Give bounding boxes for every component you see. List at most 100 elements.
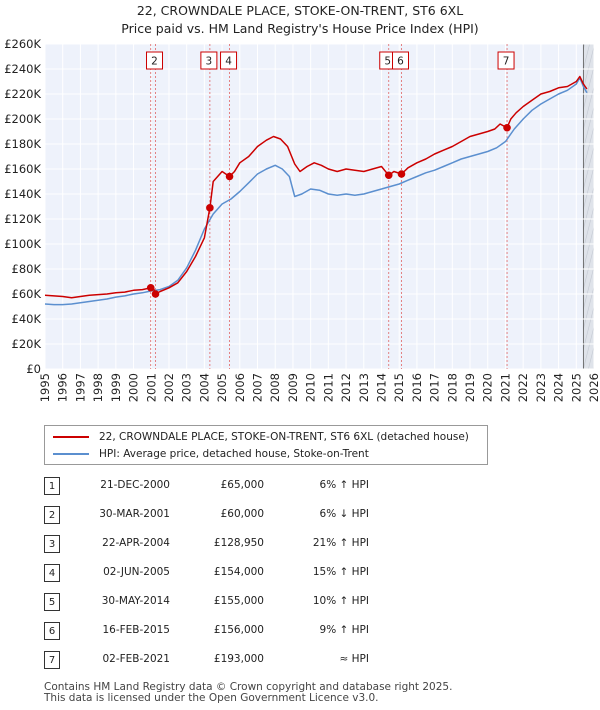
sale-row: 2 30-MAR-2001 £60,000 6% ↓ HPI	[44, 506, 424, 526]
x-tick-label: 2002	[162, 373, 176, 402]
sale-price: £156,000	[213, 624, 264, 636]
sale-point	[146, 283, 155, 292]
sale-date: 02-JUN-2005	[103, 566, 170, 578]
y-tick-label: £20K	[12, 337, 42, 351]
x-tick-label: 2012	[339, 373, 353, 402]
hatch-line	[583, 185, 595, 231]
y-tick-label: £240K	[4, 62, 41, 76]
sale-marker-label: 3	[206, 56, 213, 68]
footer-line-copyright: Contains HM Land Registry data © Crown c…	[44, 681, 453, 693]
x-tick-label: 2009	[286, 373, 300, 402]
x-tick-label: 2010	[304, 373, 318, 402]
series-line-hpi	[44, 77, 588, 306]
y-axis-ticks: £0 £20K £40K £60K £80K £100K £120K £140K £160K £1…	[4, 37, 41, 376]
hatch-line	[583, 305, 595, 351]
sale-point	[225, 172, 234, 181]
sale-date: 21-DEC-2000	[100, 479, 170, 491]
sale-marker-box	[146, 51, 164, 70]
sale-number: 4	[44, 564, 60, 582]
sale-date: 30-MAR-2001	[99, 508, 170, 520]
sale-hpi-change: 6% ↑ HPI	[319, 479, 369, 491]
x-tick-label: 1995	[38, 373, 52, 402]
y-tick-label: £40K	[12, 312, 42, 326]
x-tick-label: 2019	[463, 373, 477, 402]
y-tick-label: £140K	[4, 187, 41, 201]
sale-date: 30-MAY-2014	[101, 595, 170, 607]
sale-marker-label: 2	[151, 56, 158, 68]
sale-row: 7 02-FEB-2021 £193,000 ≈ HPI	[44, 651, 424, 671]
plot-area	[45, 44, 594, 369]
footer-attribution: Contains HM Land Registry data © Crown c…	[44, 682, 452, 704]
sale-row: 3 22-APR-2004 £128,950 21% ↑ HPI	[44, 535, 424, 555]
sale-price: £193,000	[213, 653, 264, 665]
x-tick-label: 2016	[410, 373, 424, 402]
y-tick-label: £260K	[4, 37, 41, 51]
x-tick-label: 1999	[109, 373, 123, 402]
sale-hpi-change: 6% ↓ HPI	[319, 508, 369, 520]
x-tick-label: 2001	[144, 373, 158, 402]
x-tick-label: 2008	[268, 373, 282, 402]
x-tick-label: 2007	[251, 373, 265, 402]
sale-number: 5	[44, 593, 60, 611]
sale-price: £65,000	[220, 479, 264, 491]
sale-point	[151, 290, 160, 298]
x-tick-label: 2021	[498, 373, 512, 402]
chart-subtitle: Price paid vs. HM Land Registry's House …	[121, 21, 478, 36]
x-tick-label: 2026	[587, 373, 600, 402]
sale-marker-label: 5	[384, 56, 391, 68]
x-tick-label: 1997	[73, 373, 87, 402]
y-tick-label: £80K	[12, 262, 42, 276]
sale-marker-label: 7	[503, 56, 510, 68]
x-tick-label: 2023	[534, 373, 548, 402]
sale-marker-box	[391, 51, 409, 70]
sale-price: £154,000	[213, 566, 264, 578]
x-tick-label: 1998	[91, 373, 105, 402]
sale-number: 2	[44, 506, 60, 524]
sale-point	[503, 123, 511, 132]
y-tick-label: £0	[26, 362, 41, 376]
x-tick-label: 2017	[428, 373, 442, 402]
sale-hpi-change: 15% ↑ HPI	[312, 566, 369, 578]
x-tick-label: 2000	[127, 373, 141, 402]
footer-line-licence: This data is licensed under the Open Gov…	[44, 692, 379, 704]
sale-price: £128,950	[213, 537, 264, 549]
x-tick-label: 2006	[233, 373, 247, 402]
sale-marker-label: 4	[225, 56, 232, 68]
sale-number: 6	[44, 622, 60, 640]
hatch-line	[583, 165, 595, 211]
x-tick-label: 2015	[392, 373, 406, 402]
x-tick-label: 1996	[56, 373, 70, 402]
x-tick-label: 2024	[552, 373, 566, 402]
sale-date: 16-FEB-2015	[102, 624, 170, 636]
sale-hpi-change: 10% ↑ HPI	[312, 595, 369, 607]
y-tick-label: £160K	[4, 162, 41, 176]
hatch-line	[583, 285, 595, 331]
y-tick-label: £100K	[4, 237, 41, 251]
legend-item-hpi: HPI: Average price, detached house, Stok…	[53, 446, 369, 462]
sale-points	[146, 123, 511, 298]
chart-title: 22, CROWNDALE PLACE, STOKE-ON-TRENT, ST6…	[137, 3, 463, 18]
y-tick-label: £120K	[4, 212, 41, 226]
legend-label-property: 22, CROWNDALE PLACE, STOKE-ON-TRENT, ST6…	[99, 431, 469, 443]
x-tick-label: 2020	[481, 373, 495, 402]
sale-hpi-change: 9% ↑ HPI	[319, 624, 369, 636]
x-tick-label: 2005	[215, 373, 229, 402]
sale-number: 1	[44, 477, 60, 495]
legend: 22, CROWNDALE PLACE, STOKE-ON-TRENT, ST6…	[44, 425, 488, 465]
y-tick-label: £220K	[4, 87, 41, 101]
legend-swatch-property	[53, 436, 89, 438]
x-tick-label: 2018	[445, 373, 459, 402]
sale-price: £60,000	[220, 508, 264, 520]
legend-swatch-hpi	[53, 453, 89, 455]
y-tick-label: £180K	[4, 137, 41, 151]
hatch-line	[583, 85, 595, 131]
sale-marker-box	[497, 51, 515, 70]
sale-marker-label: 6	[397, 56, 404, 68]
forecast-region	[583, 44, 594, 369]
x-tick-label: 2004	[197, 373, 211, 402]
x-tick-label: 2003	[180, 373, 194, 402]
x-tick-label: 2013	[357, 373, 371, 402]
sale-row: 1 21-DEC-2000 £65,000 6% ↑ HPI	[44, 477, 424, 497]
x-tick-label: 2022	[516, 373, 530, 402]
